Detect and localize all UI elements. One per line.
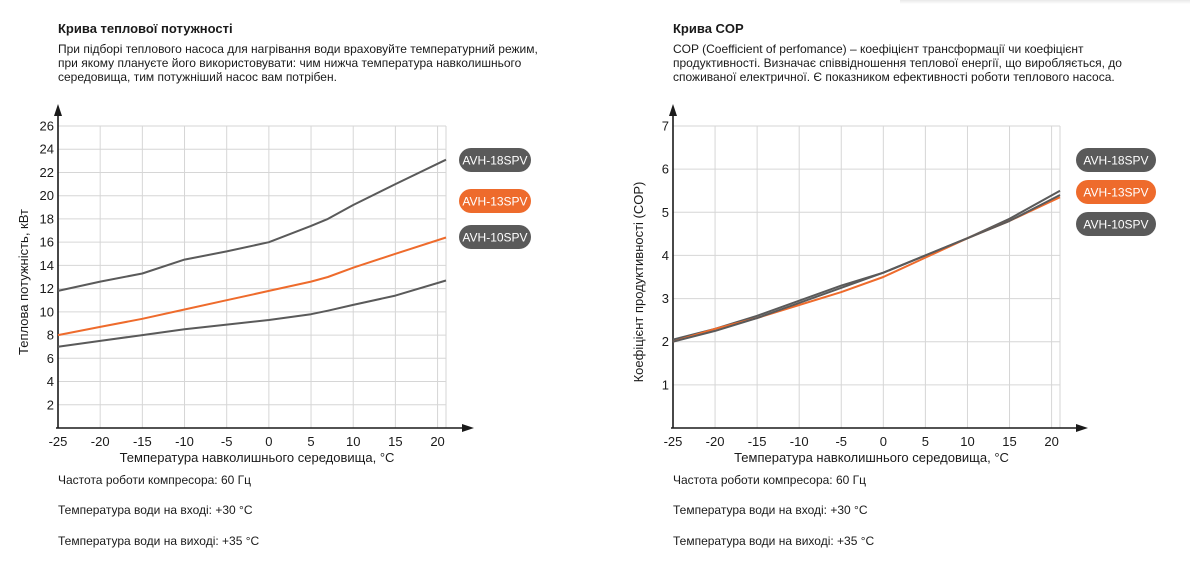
legend-label-avh-10spv: AVH-10SPV — [462, 231, 527, 245]
x-tick-label: 10 — [346, 434, 360, 449]
y-tick-label: 5 — [662, 205, 669, 220]
x-tick-label: 5 — [922, 434, 929, 449]
water-outlet-text: Температура води на виході: +35 °С — [58, 534, 260, 548]
x-axis-arrow — [1076, 424, 1088, 432]
compressor-frequency-text: Частота роботи компресора: 60 Гц — [58, 473, 252, 487]
y-tick-label: 4 — [662, 248, 669, 263]
y-axis-title: Теплова потужність, кВт — [16, 209, 31, 355]
y-tick-label: 12 — [40, 281, 54, 296]
legend-badge-avh-18spv — [1076, 148, 1156, 172]
y-tick-label: 3 — [662, 291, 669, 306]
cop-description: COP (Coefficient of perfomance) – коефіц… — [673, 42, 1122, 84]
series-line-avh-18spv — [57, 158, 447, 292]
x-tick-label: -20 — [706, 434, 725, 449]
y-axis-title: Коефіцієнт продуктивності (COP) — [631, 182, 646, 383]
y-axis-arrow — [54, 104, 62, 116]
y-tick-label: 2 — [662, 334, 669, 349]
x-tick-label: 15 — [388, 434, 402, 449]
water-inlet-text: Температура води на вході: +30 °С — [673, 503, 868, 517]
y-tick-label: 8 — [47, 328, 54, 343]
x-axis-arrow — [462, 424, 474, 432]
legend-badge-avh-13spv — [1076, 180, 1156, 204]
x-tick-label: -15 — [748, 434, 767, 449]
compressor-frequency-text: Частота роботи компресора: 60 Гц — [673, 473, 867, 487]
series-line-avh-10spv — [672, 194, 1061, 343]
series-line-avh-13spv — [57, 236, 447, 337]
y-tick-label: 18 — [40, 211, 54, 226]
x-tick-label: -15 — [133, 434, 152, 449]
y-tick-label: 1 — [662, 377, 669, 392]
cop-title: Крива COP — [673, 21, 744, 36]
series-line-avh-10spv — [57, 279, 447, 348]
x-tick-label: -10 — [790, 434, 809, 449]
y-axis-arrow — [669, 104, 677, 116]
heating-capacity-title: Крива теплової потужності — [58, 21, 233, 36]
x-tick-label: -10 — [175, 434, 194, 449]
x-tick-label: 10 — [960, 434, 974, 449]
y-tick-label: 24 — [40, 142, 54, 157]
y-tick-label: 7 — [662, 119, 669, 134]
cop-chart: 1 2 3 4 5 6 7 -25 -20 -15 -10 -5 0 5 10 15 20 Температура… — [631, 104, 1156, 465]
y-tick-label: 22 — [40, 165, 54, 180]
y-tick-label: 6 — [47, 351, 54, 366]
x-tick-label: 20 — [1044, 434, 1058, 449]
series-line-avh-18spv — [672, 189, 1061, 341]
y-tick-label: 10 — [40, 304, 54, 319]
legend-label-avh-13spv: AVH-13SPV — [462, 195, 527, 209]
x-tick-label: -25 — [49, 434, 68, 449]
y-tick-label: 20 — [40, 188, 54, 203]
x-tick-label: 0 — [880, 434, 887, 449]
heating-capacity-panel: Крива теплової потужності При підборі те… — [16, 21, 538, 548]
x-tick-label: 15 — [1002, 434, 1016, 449]
x-tick-label: 20 — [430, 434, 444, 449]
heating-capacity-description: При підборі теплового насоса для нагріва… — [58, 42, 538, 84]
cop-panel: Крива COP COP (Coefficient of perfomance… — [615, 0, 1190, 561]
y-tick-label: 16 — [40, 235, 54, 250]
y-tick-label: 6 — [662, 162, 669, 177]
water-inlet-text: Температура води на вході: +30 °С — [58, 503, 253, 517]
legend-badge-avh-10spv — [459, 225, 531, 249]
x-axis-title: Температура навколишнього середовища, °С — [734, 450, 1009, 465]
y-tick-label: 4 — [47, 374, 54, 389]
y-tick-label: 14 — [40, 258, 54, 273]
legend-badge-avh-13spv — [459, 189, 531, 213]
x-tick-label: 0 — [265, 434, 272, 449]
legend-label-avh-18spv: AVH-18SPV — [1083, 154, 1148, 168]
legend-badge-avh-18spv — [459, 148, 531, 172]
legend-label-avh-10spv: AVH-10SPV — [1083, 218, 1148, 232]
x-tick-label: -5 — [835, 434, 847, 449]
x-axis-title: Температура навколишнього середовища, °С — [120, 450, 395, 465]
series-line-avh-13spv — [672, 196, 1061, 343]
top-shadow-decoration — [900, 0, 1190, 4]
y-tick-label: 2 — [47, 397, 54, 412]
x-tick-label: 5 — [307, 434, 314, 449]
x-tick-label: -20 — [91, 434, 110, 449]
x-tick-label: -25 — [664, 434, 683, 449]
legend-label-avh-18spv: AVH-18SPV — [462, 154, 527, 168]
y-tick-label: 26 — [40, 119, 54, 134]
x-tick-label: -5 — [221, 434, 233, 449]
water-outlet-text: Температура води на виході: +35 °С — [673, 534, 875, 548]
legend-badge-avh-10spv — [1076, 212, 1156, 236]
legend-label-avh-13spv: AVH-13SPV — [1083, 186, 1148, 200]
